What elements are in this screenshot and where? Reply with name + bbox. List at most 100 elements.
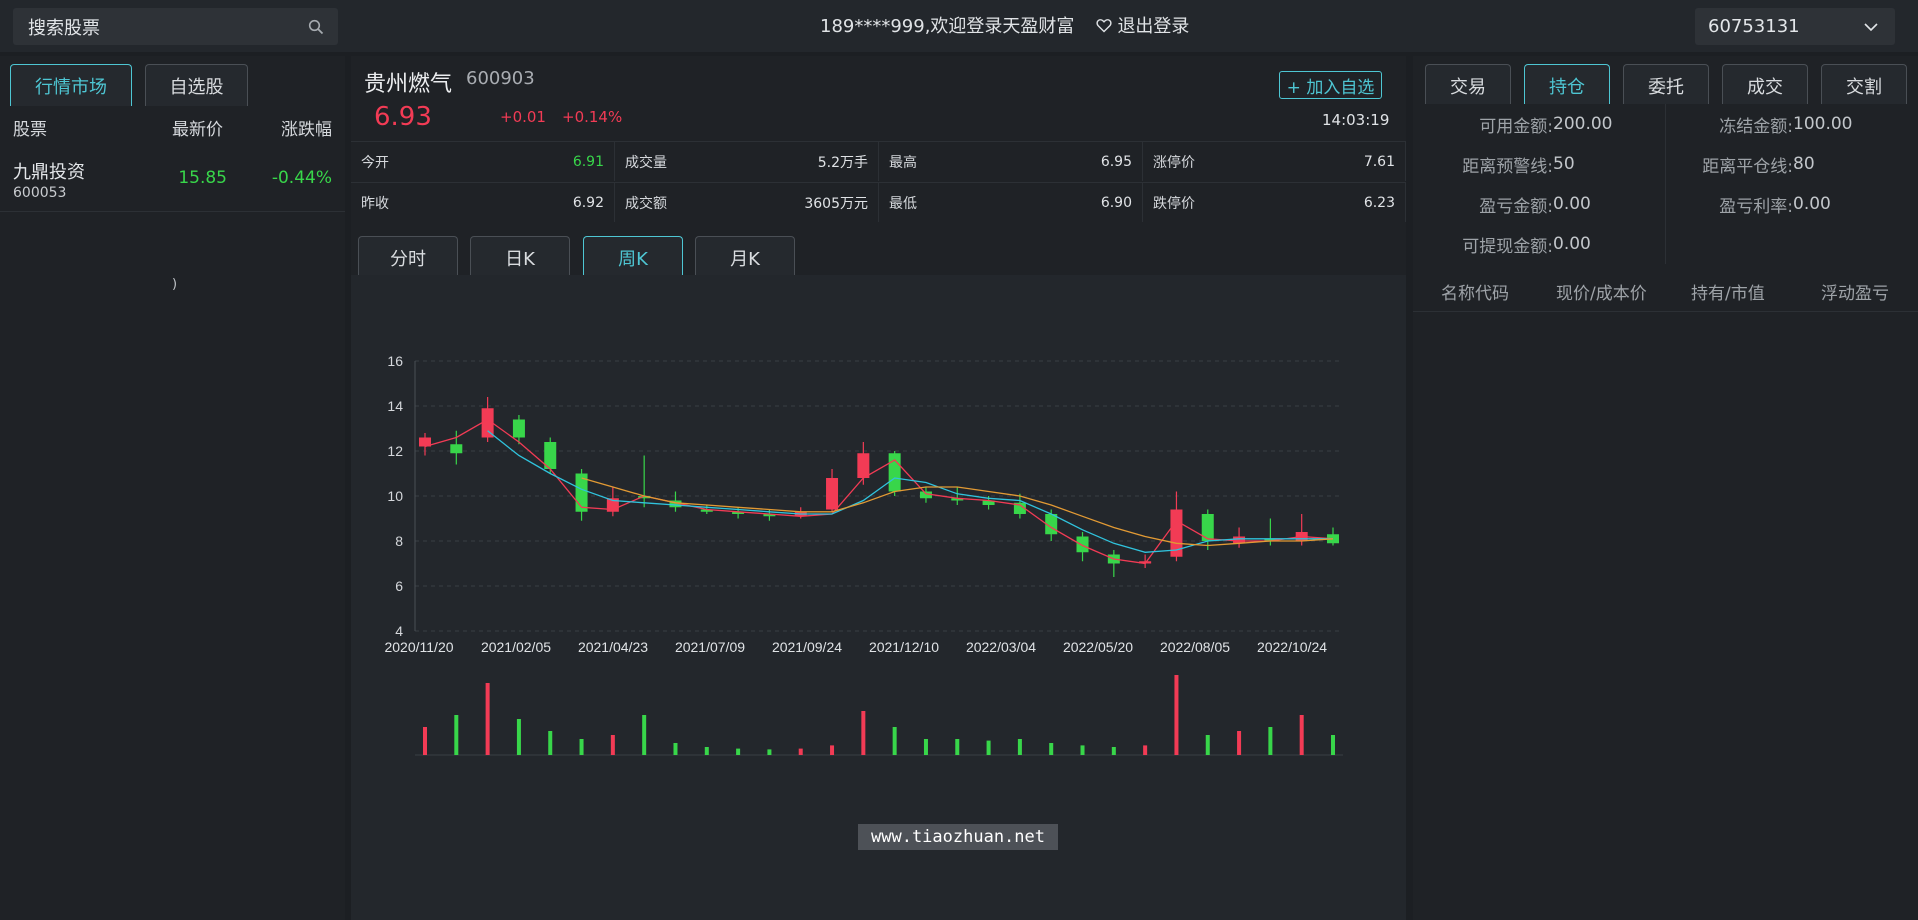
volume-bar — [1237, 731, 1242, 755]
tab-monthly-k[interactable]: 月K — [695, 236, 795, 278]
candle-body — [1264, 538, 1277, 541]
volume-bar — [485, 683, 490, 755]
col-last-price: 最新价 — [172, 119, 223, 140]
tab-orders[interactable]: 委托 — [1623, 64, 1709, 106]
volume-bar — [423, 727, 427, 755]
pnl-value: 0.00 — [1553, 194, 1591, 214]
tab-settlement-label: 交割 — [1846, 76, 1882, 98]
search-input[interactable]: 搜索股票 — [13, 8, 338, 45]
candle-body — [700, 509, 713, 512]
warning-label: 距离预警线: — [1462, 156, 1553, 177]
volume-bar — [1331, 735, 1335, 755]
quote-stats: 今开 6.91 成交量 5.2万手 最高 6.95 涨停价 7.61 昨收 6.… — [351, 141, 1406, 223]
y-tick-label: 6 — [395, 578, 403, 594]
x-tick-label: 2022/10/24 — [1257, 639, 1327, 655]
tab-watchlist[interactable]: 自选股 — [145, 64, 248, 106]
quote-stock-name: 贵州燃气 — [364, 72, 453, 97]
tab-monthly-k-label: 月K — [730, 248, 760, 270]
candle-body — [419, 437, 431, 447]
candle-body — [763, 514, 776, 517]
volume-bar — [1080, 745, 1085, 755]
tab-fills[interactable]: 成交 — [1722, 64, 1808, 106]
account-select[interactable]: 60753131 — [1695, 8, 1895, 45]
logout-label: 退出登录 — [1117, 16, 1190, 37]
volume-bar — [1205, 735, 1210, 755]
volume-bar — [798, 748, 803, 755]
kline-chart[interactable]: 4 6 8 10 12 14 16 2020/11/20 2021/02/05 2021/04/2… — [351, 275, 1406, 795]
stock-list-row[interactable]: 九鼎投资 600053 15.85 -0.44% — [0, 148, 345, 212]
frozen-label: 冻结金额: — [1719, 116, 1793, 137]
quote-time: 14:03:19 — [1322, 111, 1390, 129]
stat-value: 7.61 — [1363, 153, 1395, 170]
candle-body — [669, 500, 682, 508]
y-tick-label: 10 — [387, 488, 403, 504]
y-tick-label: 8 — [395, 533, 403, 549]
tab-market[interactable]: 行情市场 — [10, 64, 132, 106]
tab-positions[interactable]: 持仓 — [1524, 64, 1610, 106]
stat-limit-down: 跌停价 6.23 — [1143, 182, 1406, 222]
candle-body — [638, 496, 651, 499]
x-tick-label: 2021/12/10 — [869, 639, 939, 655]
tab-weekly-k-label: 周K — [618, 248, 648, 270]
tab-trade[interactable]: 交易 — [1425, 64, 1511, 106]
liquidation-distance: 距离平仓线: 80 — [1665, 144, 1814, 184]
tab-orders-label: 委托 — [1648, 76, 1684, 98]
volume-bar — [673, 743, 678, 755]
stat-label: 涨停价 — [1153, 154, 1195, 171]
volume-bar — [1174, 675, 1179, 755]
x-tick-label: 2022/03/04 — [966, 639, 1036, 655]
tab-intraday[interactable]: 分时 — [358, 236, 458, 278]
warning-distance: 距离预警线: 50 — [1413, 144, 1575, 184]
heart-icon — [1096, 18, 1113, 32]
tab-market-label: 行情市场 — [35, 76, 107, 98]
stat-value: 3605万元 — [804, 195, 868, 212]
y-tick-label: 4 — [395, 623, 403, 639]
tab-settlement[interactable]: 交割 — [1821, 64, 1907, 106]
stat-value: 6.91 — [572, 153, 604, 170]
candle-body — [1076, 536, 1089, 553]
positions-table-header: 名称代码 现价/成本价 持有/市值 浮动盈亏 — [1413, 272, 1918, 312]
available-label: 可用金额: — [1479, 116, 1553, 137]
candle-body — [857, 453, 870, 478]
volume-bar — [1017, 739, 1022, 755]
quote-change-pct: +0.14% — [562, 108, 623, 126]
market-panel — [0, 56, 345, 920]
tab-daily-k-label: 日K — [505, 248, 535, 270]
chart-area — [351, 275, 1406, 920]
watermark: www.tiaozhuan.net — [858, 824, 1058, 850]
volume-bar — [986, 740, 991, 755]
warning-value: 50 — [1553, 154, 1575, 174]
logout-button[interactable]: 退出登录 — [1096, 12, 1189, 38]
tab-weekly-k[interactable]: 周K — [583, 236, 683, 278]
stock-code: 600053 — [13, 185, 67, 201]
quote-last-price: 6.93 — [374, 102, 432, 132]
stat-label: 最高 — [889, 154, 917, 171]
volume-bar — [454, 715, 459, 755]
candle-body — [919, 491, 932, 499]
welcome-bar: 189****999,欢迎登录天盈财富 退出登录 — [820, 12, 1189, 38]
volume-bar — [610, 735, 615, 755]
candle-body — [575, 473, 588, 512]
candle-body — [826, 478, 839, 510]
volume-bar — [892, 727, 897, 755]
tab-daily-k[interactable]: 日K — [470, 236, 570, 278]
volume-bar — [704, 747, 709, 755]
x-tick-label: 2022/05/20 — [1063, 639, 1133, 655]
stat-turnover: 成交额 3605万元 — [615, 182, 879, 222]
candle-body — [951, 498, 964, 501]
candle-body — [732, 511, 745, 514]
volume-bar — [1268, 727, 1273, 755]
search-icon[interactable] — [308, 19, 324, 35]
candle-body — [1013, 502, 1026, 514]
tab-trade-label: 交易 — [1450, 76, 1486, 98]
x-tick-label: 2020/11/20 — [384, 639, 453, 655]
pnl-rate-label: 盈亏利率: — [1719, 196, 1793, 217]
add-to-watchlist-button[interactable]: + 加入自选 — [1279, 71, 1382, 99]
candle-body — [544, 442, 557, 469]
ma-line-2 — [487, 430, 1333, 553]
liquidation-label: 距离平仓线: — [1702, 156, 1793, 177]
pnl-amount: 盈亏金额: 0.00 — [1413, 184, 1591, 224]
volume-bar — [1299, 715, 1304, 755]
frozen-value: 100.00 — [1793, 114, 1853, 134]
tab-watchlist-label: 自选股 — [169, 76, 224, 98]
